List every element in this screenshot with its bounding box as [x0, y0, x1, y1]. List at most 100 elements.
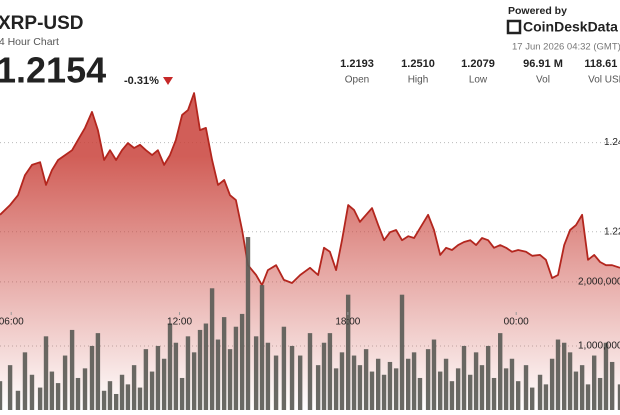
volume-bar [297, 355, 303, 410]
volume-bar [69, 329, 75, 410]
volume-bar [125, 384, 131, 410]
volume-bar [49, 371, 55, 410]
volume-bar [185, 336, 191, 410]
volume-bar [107, 381, 113, 410]
volume-bar [173, 342, 179, 410]
volume-bar [239, 313, 245, 410]
volume-bar [82, 368, 88, 410]
volume-bar [603, 342, 609, 410]
volume-bar [143, 349, 149, 410]
x-tick-label: 12:00 [167, 317, 192, 328]
stat-label: Vol [536, 75, 550, 86]
volume-bar [62, 355, 68, 410]
volume-bar [197, 329, 203, 410]
volume-bar [179, 377, 185, 410]
volume-bar [161, 358, 167, 410]
volume-bar [191, 352, 197, 410]
volume-bar [411, 352, 417, 410]
volume-bar [149, 371, 155, 410]
volume-bar [543, 384, 549, 410]
volume-bar [43, 336, 49, 410]
stat-label: Vol USD [588, 75, 620, 86]
volume-bar [498, 333, 503, 410]
down-arrow [163, 77, 173, 85]
volume-bar [425, 349, 431, 410]
stat-value: 96.91 M [523, 58, 563, 70]
volume-bar [529, 387, 535, 410]
y2-tick-label: 2,000,000 [578, 277, 620, 288]
volume-bar [89, 345, 95, 410]
price-area [0, 93, 620, 410]
volume-bar [617, 384, 620, 410]
volume-bar [327, 333, 333, 410]
volume-bar [0, 381, 3, 410]
volume-bar [131, 365, 137, 410]
stat-value: 1.2510 [401, 58, 435, 70]
volume-bar [209, 288, 215, 410]
volume-bar [491, 377, 497, 410]
change: -0.31% [124, 75, 159, 87]
stat-label: High [408, 75, 429, 86]
volume-bar [461, 345, 467, 410]
volume-bar [387, 361, 393, 410]
volume-bar [307, 333, 313, 410]
volume-bar [393, 368, 399, 410]
volume-bar [7, 365, 13, 410]
volume-bar [479, 365, 485, 410]
volume-bar [233, 326, 239, 410]
volume-bar [597, 377, 603, 410]
volume-bar [357, 365, 363, 410]
volume-bar [259, 285, 265, 410]
volume-bar [221, 317, 227, 410]
volume-bar [549, 358, 555, 410]
volume-bar [289, 345, 295, 410]
volume-bar [245, 237, 251, 410]
plot: 06:00 12:00 18:00 00:00 1.24 1.22 2,000,000 1,0… [0, 92, 620, 410]
volume-bar [37, 387, 43, 410]
volume-bar [399, 294, 405, 410]
volume-bar [449, 381, 455, 410]
volume-bar [351, 355, 357, 410]
volume-bar [609, 361, 615, 410]
timestamp: 17 Jun 2026 04:32 (GMT) [512, 42, 620, 53]
volume-bar [579, 365, 585, 410]
stat-label: Low [469, 75, 488, 86]
volume-bar [15, 390, 21, 410]
stat-value: 1.2193 [340, 58, 374, 70]
volume-bar [113, 393, 119, 410]
y-tick-label: 1.22 [604, 226, 620, 237]
volume-bar [473, 352, 479, 410]
volume-bar [555, 339, 561, 410]
volume-bar [369, 371, 375, 410]
powered-by: Powered by [508, 5, 567, 17]
stats: 1.2193 Open 1.2510 High 1.2079 Low 96.91 M Vol 1… [340, 58, 620, 86]
volume-bar [585, 384, 591, 410]
volume-bar [485, 345, 491, 410]
stat-value: 1.2079 [461, 58, 495, 70]
volume-bar [405, 358, 411, 410]
x-tick-label: 18:00 [335, 317, 360, 328]
volume-bar [561, 342, 567, 410]
volume-bar [375, 358, 381, 410]
volume-bar [167, 323, 173, 410]
volume-bar [265, 342, 271, 410]
volume-bar [273, 355, 279, 410]
stat-value: 118.61 M [584, 58, 620, 70]
volume-bar [339, 352, 345, 410]
volume-bar [137, 387, 143, 410]
title: XRP-USD [0, 13, 84, 34]
volume-bar [573, 371, 579, 410]
y-tick-label: 1.24 [604, 137, 620, 148]
volume-bar [567, 352, 573, 410]
volume-bar [253, 336, 259, 410]
volume-bar [467, 374, 473, 410]
subtitle: 24 Hour Chart [0, 36, 59, 48]
brand-logo [506, 19, 522, 35]
volume-bar [443, 358, 449, 410]
price: 1.2154 [0, 50, 106, 91]
price-line [0, 92, 620, 287]
volume-bar [345, 294, 351, 410]
volume-bar [333, 368, 339, 410]
